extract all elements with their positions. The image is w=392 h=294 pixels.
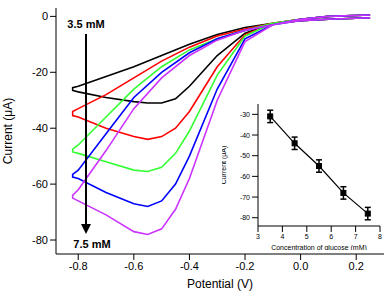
svg-text:-0.2: -0.2 [236, 260, 255, 272]
svg-text:-20: -20 [32, 66, 48, 78]
svg-text:Concentration of glucose (mM): Concentration of glucose (mM) [271, 244, 367, 250]
svg-text:7.5 mM: 7.5 mM [73, 238, 110, 250]
svg-text:4: 4 [280, 233, 284, 240]
svg-text:6: 6 [329, 233, 333, 240]
svg-text:3: 3 [256, 233, 260, 240]
svg-text:-0.6: -0.6 [124, 260, 143, 272]
svg-text:7: 7 [354, 233, 358, 240]
svg-text:8: 8 [378, 233, 382, 240]
svg-text:-80: -80 [32, 234, 48, 246]
svg-text:-0.8: -0.8 [69, 260, 88, 272]
svg-text:-60: -60 [240, 173, 250, 180]
svg-text:0.2: 0.2 [349, 260, 364, 272]
svg-text:Current (μA): Current (μA) [222, 146, 228, 185]
svg-text:0.0: 0.0 [293, 260, 308, 272]
svg-text:Potential (V): Potential (V) [187, 277, 253, 291]
svg-text:0: 0 [42, 10, 48, 22]
svg-text:-50: -50 [240, 152, 250, 159]
svg-text:-30: -30 [240, 111, 250, 118]
svg-text:-70: -70 [240, 194, 250, 201]
svg-text:-80: -80 [240, 214, 250, 221]
svg-text:3.5 mM: 3.5 mM [67, 18, 104, 30]
svg-text:5: 5 [305, 233, 309, 240]
svg-text:-40: -40 [240, 132, 250, 139]
svg-text:-40: -40 [32, 122, 48, 134]
svg-text:-0.4: -0.4 [180, 260, 199, 272]
svg-text:Current (μA): Current (μA) [8, 98, 15, 164]
svg-text:-60: -60 [32, 178, 48, 190]
